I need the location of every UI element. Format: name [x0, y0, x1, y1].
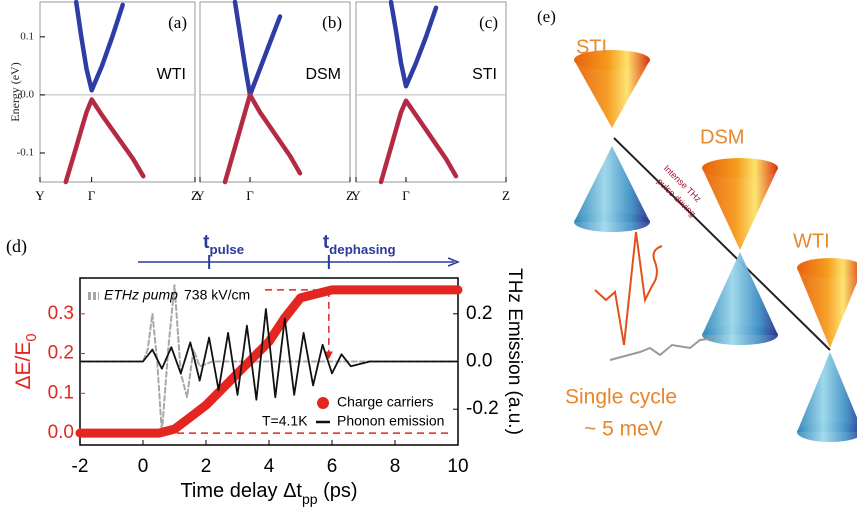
series-line: [79, 284, 459, 435]
cone-rim: [702, 325, 778, 345]
event-label-sub: dephasing: [329, 242, 396, 257]
x-axis-label-tail: (ps): [318, 480, 358, 502]
y-axis-label-main: ΔE/E: [12, 342, 35, 390]
plot-frame: [39, 1, 196, 183]
plot-frame: [355, 1, 507, 183]
series-line: [232, 0, 283, 98]
x-tick-label: 6: [327, 456, 338, 477]
y-tick-label: -0.1: [17, 146, 34, 158]
x-tick-label: 2: [201, 456, 212, 477]
x-tick-label: 4: [264, 456, 275, 477]
x-tick-label: Γ: [88, 188, 96, 203]
series-line: [73, 0, 125, 93]
band-annotation: DSM: [305, 66, 341, 83]
y-axis-label-sub: 0: [24, 333, 40, 341]
time-arrowhead: [447, 257, 461, 267]
cone-rim: [797, 258, 857, 278]
event-label-sub: pulse: [209, 242, 244, 257]
y2-tick-label: 0.2: [466, 303, 492, 324]
series-line: [79, 308, 459, 401]
y2-tick-label: 0.0: [466, 351, 492, 372]
x-tick-label: Z: [191, 188, 199, 203]
series-line: [222, 92, 303, 185]
panel-label: (e): [537, 7, 556, 26]
event-label: tpulse: [203, 232, 244, 257]
legend-label: Phonon emission: [337, 413, 444, 429]
y2-axis-label: THz Emission (a.u.): [504, 268, 525, 435]
legend-label: ETHz pump: [104, 287, 178, 303]
transition-path: [613, 137, 831, 351]
y-tick-label: 0.3: [48, 303, 74, 324]
x-tick-label: Y: [195, 188, 205, 203]
y-tick-label: 0.2: [48, 343, 74, 364]
cone-rim: [574, 50, 650, 70]
temperature-label: T=4.1K: [262, 413, 308, 429]
valence-cone: [574, 146, 650, 222]
y-tick-label: 0.1: [20, 30, 34, 42]
panel-label: (d): [6, 236, 27, 257]
valence-cone: [702, 252, 778, 335]
x-tick-label: Y: [351, 188, 361, 203]
y-axis-label: Energy (eV): [8, 62, 22, 121]
phase-label: WTI: [793, 230, 830, 252]
panel-label: (a): [168, 13, 187, 32]
conduction-cone: [702, 168, 778, 250]
x-tick-label: Z: [502, 188, 510, 203]
event-label-main: t: [323, 232, 330, 253]
x-axis-label: Time delay Δtpp (ps): [180, 480, 357, 506]
pulse-label: Single cycle: [565, 386, 677, 409]
cone-rim: [797, 422, 857, 442]
panel-label: (c): [479, 13, 498, 32]
y-tick-label: 0.0: [48, 422, 74, 443]
y2-tick-label: -0.2: [466, 398, 499, 419]
series-line: [378, 98, 459, 185]
plot-frame: [199, 1, 351, 183]
x-tick-label: Y: [35, 188, 45, 203]
x-axis-label-sub: pp: [302, 491, 318, 507]
y-axis-label: ΔE/E0: [12, 333, 40, 389]
x-tick-label: Γ: [246, 188, 254, 203]
x-tick-label: Z: [346, 188, 354, 203]
valence-cone: [797, 352, 857, 432]
y-tick-label: 0.1: [48, 382, 74, 403]
series-line: [63, 97, 146, 185]
field-label: 738 kV/cm: [184, 287, 250, 303]
phonon-wave: [609, 337, 716, 361]
x-axis-label-main: Time delay Δt: [180, 480, 302, 502]
event-label: tdephasing: [323, 232, 396, 257]
band-annotation: WTI: [157, 66, 186, 83]
x-tick-label: Γ: [402, 188, 410, 203]
x-tick-label: 0: [138, 456, 149, 477]
legend-label: Charge carriers: [337, 394, 433, 410]
event-label-main: t: [203, 232, 210, 253]
phase-label: STI: [576, 36, 607, 58]
band-annotation: STI: [472, 66, 497, 83]
x-tick-label: -2: [72, 456, 89, 477]
x-tick-label: 8: [390, 456, 401, 477]
pulse-label: ~ 5 meV: [584, 418, 663, 441]
y-tick-label: 0.0: [20, 88, 34, 100]
series-line: [388, 0, 439, 89]
thz-pulse: [594, 231, 663, 346]
guide-arrowhead: [324, 351, 333, 360]
cone-rim: [702, 158, 778, 178]
x-tick-label: 10: [447, 456, 468, 477]
phase-label: DSM: [700, 126, 744, 148]
conduction-cone: [797, 268, 857, 348]
legend-swatch: [317, 397, 329, 409]
cone-rim: [574, 212, 650, 232]
panel-label: (b): [322, 13, 342, 32]
conduction-cone: [574, 60, 650, 128]
